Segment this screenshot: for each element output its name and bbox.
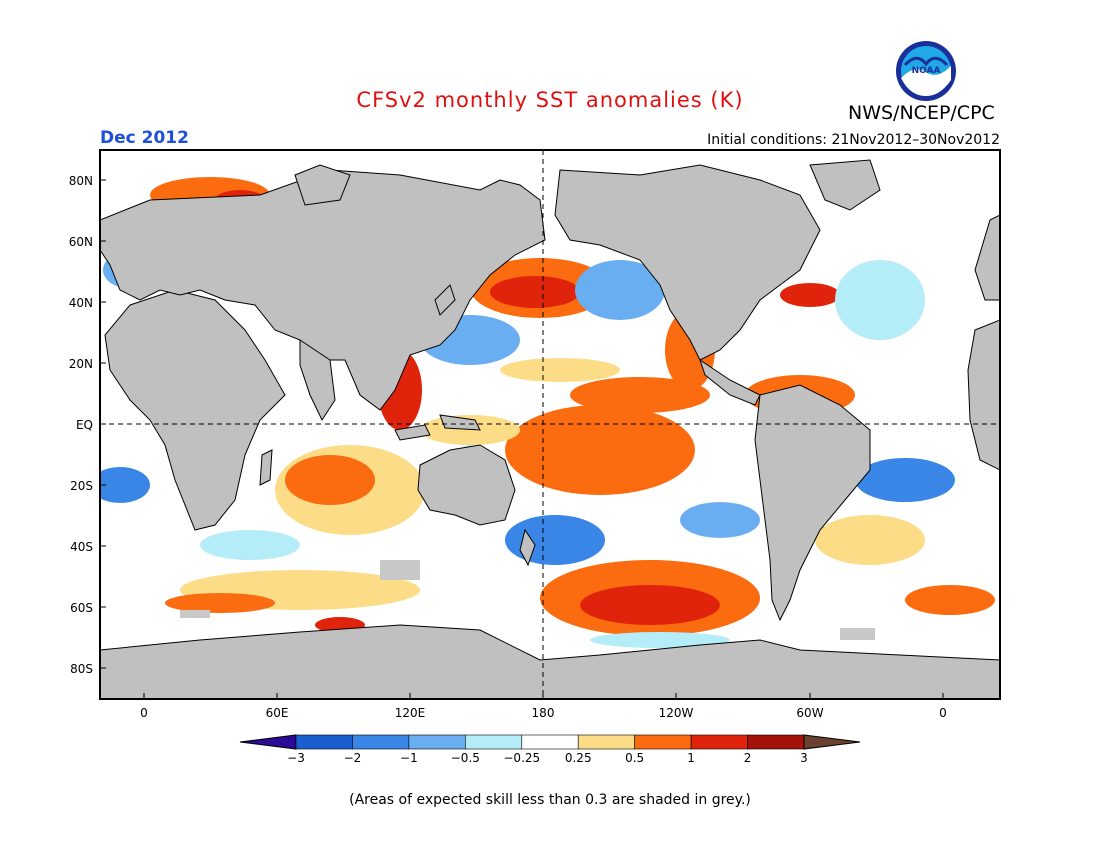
colorbar-tick-label: 3 (800, 751, 808, 765)
colorbar-bin (634, 734, 692, 750)
map-title: CFSv2 monthly SST anomalies (K) (356, 88, 744, 112)
initial-conditions: Initial conditions: 21Nov2012–30Nov2012 (707, 132, 1000, 148)
colorbar-bin (295, 734, 353, 750)
colorbar-tick-label: −1 (400, 751, 418, 765)
noaa-logo: NOAA (896, 41, 956, 101)
colorbar-bin (408, 734, 466, 750)
colorbar-bin (352, 734, 410, 750)
colorbar-tick-label: 0.25 (565, 751, 592, 765)
lat-label: 20S (70, 479, 93, 493)
colorbar-tick-label: −0.25 (503, 751, 540, 765)
colorbar: −3 −2 −1 −0.5 −0.25 0.25 0.5 1 2 3 (239, 734, 861, 765)
lat-label: 60N (69, 235, 93, 249)
colorbar-tick-label: 0.5 (625, 751, 644, 765)
colorbar-min-arrow (239, 734, 297, 750)
colorbar-tick-label: −0.5 (451, 751, 480, 765)
longitude-axis: 0 60E 120E 180 120W 60W 0 (140, 693, 947, 720)
lat-label: 40S (70, 540, 93, 554)
logo-text: NOAA (912, 66, 941, 76)
forecast-month: Dec 2012 (100, 128, 189, 148)
agency-label: NWS/NCEP/CPC (848, 102, 995, 124)
lon-label: 180 (532, 706, 555, 720)
lat-label: 80S (70, 662, 93, 676)
colorbar-bin (465, 734, 523, 750)
skill-footnote: (Areas of expected skill less than 0.3 a… (349, 792, 751, 808)
lat-label: 20N (69, 357, 93, 371)
lon-label: 120W (659, 706, 694, 720)
colorbar-tick-label: −3 (287, 751, 305, 765)
colorbar-bin (747, 734, 805, 750)
colorbar-bin (521, 734, 579, 750)
colorbar-max-arrow (803, 734, 861, 750)
colorbar-tick-label: −2 (344, 751, 362, 765)
lon-label: 120E (395, 706, 426, 720)
lon-label: 60E (266, 706, 289, 720)
colorbar-tick-label: 2 (744, 751, 752, 765)
lon-label: 60W (796, 706, 823, 720)
lat-label: 80N (69, 174, 93, 188)
latitude-axis: 80N 60N 40N 20N EQ 20S 40S 60S 80S (69, 174, 106, 676)
land-masses (100, 159, 1000, 699)
lat-label: 40N (69, 296, 93, 310)
colorbar-bin (577, 734, 635, 750)
lon-label: 0 (939, 706, 947, 720)
lat-label: EQ (76, 418, 93, 432)
lat-label: 60S (70, 601, 93, 615)
colorbar-tick-label: 1 (687, 751, 695, 765)
colorbar-bin (690, 734, 748, 750)
lon-label: 0 (140, 706, 148, 720)
